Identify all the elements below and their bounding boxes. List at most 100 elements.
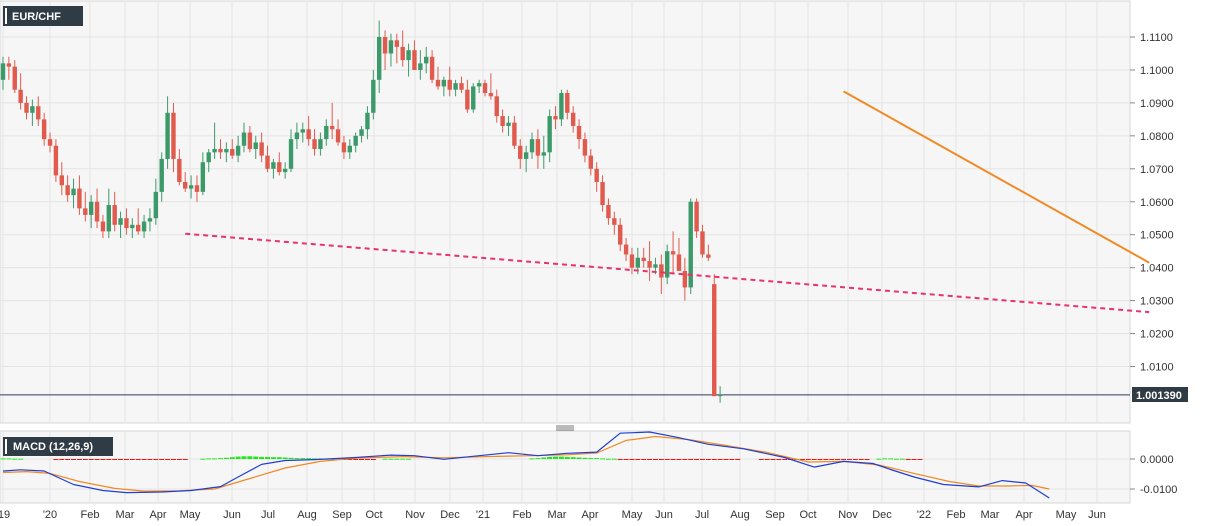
candle-body	[100, 221, 106, 232]
x-tick-label: Sep	[332, 509, 352, 521]
macd-histogram-bar	[253, 456, 259, 459]
candle-body	[153, 191, 159, 219]
macd-histogram-bar	[876, 458, 882, 460]
candle-body	[53, 145, 59, 176]
candle-body	[365, 112, 370, 130]
candle-body	[670, 251, 676, 255]
macd-histogram-bar	[905, 459, 911, 460]
candle	[130, 218, 135, 238]
macd-histogram-bar	[852, 459, 858, 460]
candle	[694, 198, 699, 238]
macd-histogram-bar	[94, 459, 100, 460]
x-tick-label: Mar	[981, 509, 1000, 521]
macd-histogram-bar	[229, 457, 235, 459]
candle-body	[412, 50, 417, 70]
candle	[194, 175, 200, 202]
candle	[171, 102, 176, 173]
x-tick-label: Jul	[261, 509, 275, 521]
candle	[159, 152, 164, 202]
macd-histogram-bar	[182, 459, 188, 460]
macd-histogram-bar	[799, 459, 805, 460]
candle	[576, 119, 582, 150]
candle-body	[206, 152, 211, 163]
macd-histogram-bar	[364, 459, 370, 460]
candle-body	[118, 218, 123, 225]
x-tick-label: Apr	[149, 509, 166, 521]
candle-body	[277, 162, 282, 173]
candle-body	[218, 149, 223, 153]
macd-histogram-bar	[641, 459, 647, 460]
macd-histogram-bar	[629, 459, 635, 460]
candle-body	[394, 40, 400, 47]
candle-body	[130, 224, 135, 229]
candle	[435, 66, 441, 90]
candle-body	[0, 63, 6, 80]
x-tick-label: Sep	[765, 509, 785, 521]
macd-histogram-bar	[206, 458, 212, 460]
macd-histogram-bar	[676, 459, 682, 460]
candle-body	[629, 254, 635, 268]
candle-body	[465, 89, 470, 110]
macd-histogram-bar	[241, 456, 247, 459]
macd-histogram-bar	[147, 459, 153, 460]
candle-body	[294, 132, 300, 140]
candle	[594, 162, 599, 192]
macd-histogram-bar	[6, 458, 12, 460]
candle-body	[177, 158, 182, 182]
price-y-tick-label: 1.0500	[1140, 230, 1174, 242]
macd-histogram-bar	[664, 459, 670, 460]
macd-histogram-bar	[846, 459, 852, 460]
candle	[230, 139, 235, 159]
macd-histogram-bar	[858, 459, 864, 460]
candle	[353, 132, 358, 153]
candle	[706, 244, 711, 262]
candle	[424, 46, 429, 74]
candle-body	[36, 106, 41, 120]
x-tick-label: May	[180, 509, 201, 521]
candle	[476, 79, 482, 94]
candle-body	[165, 112, 170, 159]
macd-histogram-bar	[394, 458, 400, 460]
indicator-label: MACD (12,26,9)	[3, 437, 113, 456]
macd-histogram-bar	[864, 459, 870, 460]
resize-handle[interactable]	[556, 425, 574, 431]
candle-body	[506, 122, 511, 126]
candle-body	[529, 139, 535, 153]
macd-histogram-bar	[300, 458, 306, 460]
candle	[682, 257, 688, 301]
macd-histogram-bar	[682, 459, 688, 460]
candle-body	[83, 208, 88, 215]
macd-histogram-bar	[882, 458, 888, 460]
macd-histogram-bar	[53, 459, 59, 460]
candle-body	[418, 63, 423, 70]
candle-body	[676, 254, 682, 271]
candle-body	[241, 132, 247, 146]
candle	[200, 152, 206, 196]
candle	[259, 132, 264, 163]
x-tick-label: Feb	[947, 509, 966, 521]
candle	[553, 106, 558, 130]
macd-histogram-bar	[212, 458, 218, 460]
candle-body	[200, 162, 206, 192]
macd-histogram-bar	[165, 459, 171, 460]
macd-histogram-bar	[382, 458, 388, 460]
candle-body	[124, 218, 129, 229]
candle	[83, 191, 88, 222]
macd-histogram-bar	[917, 459, 923, 460]
candle-body	[712, 284, 717, 397]
candle-body	[41, 119, 47, 140]
macd-histogram-bar	[811, 459, 817, 460]
candle	[341, 135, 347, 159]
macd-histogram-bar	[71, 459, 77, 460]
candle	[570, 106, 576, 133]
macd-histogram-bar	[353, 459, 359, 460]
macd-histogram-bar	[259, 456, 265, 459]
macd-histogram-bar	[270, 457, 276, 459]
macd-histogram-bar	[65, 459, 71, 460]
macd-histogram-bar	[282, 457, 288, 459]
macd-histogram-bar	[312, 458, 318, 460]
macd-histogram-bar	[247, 456, 253, 459]
macd-histogram-bar	[817, 459, 823, 460]
candle	[77, 175, 82, 215]
price-y-tick-label: 1.1000	[1140, 65, 1174, 77]
